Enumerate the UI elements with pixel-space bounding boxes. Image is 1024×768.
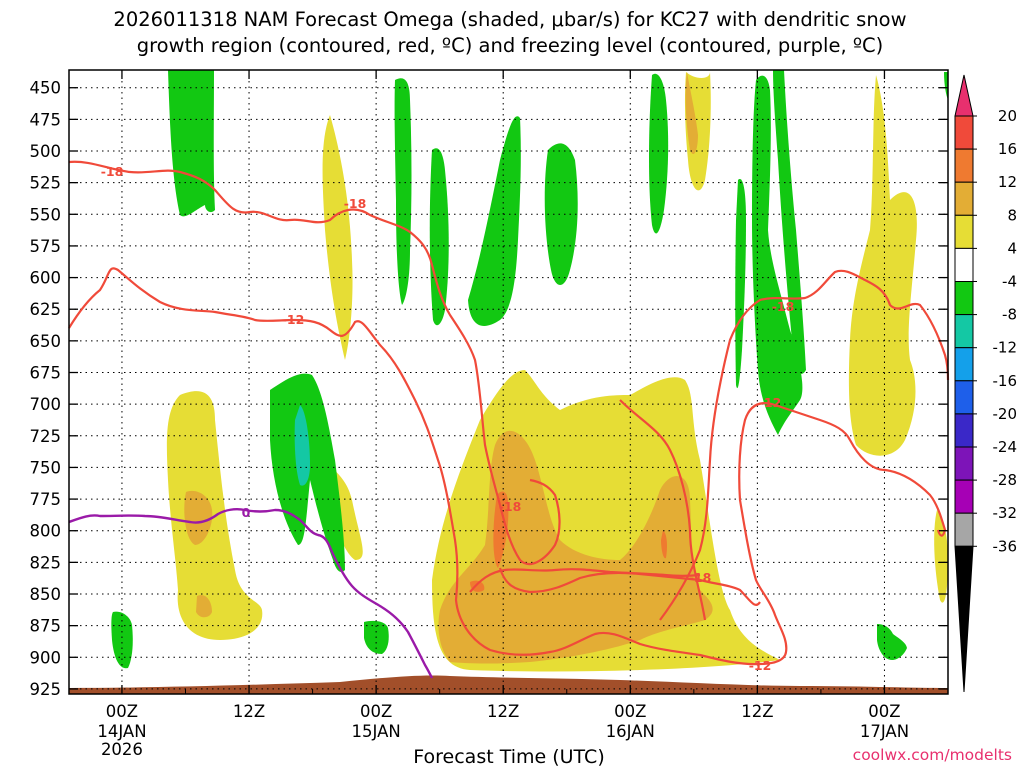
y-tick-label: 900 (30, 648, 62, 667)
y-tick-label: 475 (30, 110, 62, 129)
contour-label-minus18: -18 (344, 196, 367, 211)
colorbar-label: 16 (998, 140, 1017, 158)
terrain-shading (69, 675, 948, 694)
y-tick-label: 775 (30, 490, 62, 509)
colorbar-label: -24 (993, 438, 1018, 456)
colorbar-label: -36 (993, 537, 1018, 555)
x-tick-year: 2026 (101, 740, 143, 759)
y-tick-label: 525 (30, 174, 62, 193)
y-tick-label: 575 (30, 237, 62, 256)
y-tick-label: 550 (30, 205, 62, 224)
y-tick-label: 450 (30, 79, 62, 98)
colorbar-label: 4 (1007, 239, 1017, 257)
colorbar-label: -8 (1002, 306, 1017, 324)
y-tick-label: 500 (30, 142, 62, 161)
colorbar-segment (954, 479, 974, 514)
y-tick-label: 800 (30, 522, 62, 541)
colorbar-segment (954, 181, 974, 216)
colorbar-segment (954, 380, 974, 415)
credit-text: coolwx.com/modelts (853, 746, 1012, 764)
y-axis: 450 475 500 525 550 575 600 625 650 675 700 725 750 7… (30, 79, 948, 699)
y-tick-label: 600 (30, 269, 62, 288)
colorbar-label: 8 (1007, 206, 1017, 224)
dgz-contour-minus18-f (659, 269, 950, 621)
x-tick-date: 17JAN (860, 722, 909, 741)
colorbar-segment (954, 446, 974, 481)
omega-shading-gold (184, 72, 713, 664)
dgz-contour-minus18-e (619, 399, 707, 621)
dgz-contour-minus18-a (68, 160, 502, 506)
dgz-contour-minus18-d (498, 567, 761, 606)
contour-label-minus12: -12 (749, 658, 772, 673)
colorbar-label: 20 (998, 107, 1017, 125)
colorbar-segment (954, 347, 974, 382)
y-tick-label: 700 (30, 395, 62, 414)
colorbar-segment (954, 281, 974, 316)
y-tick-label: 675 (30, 364, 62, 383)
colorbar-segment (954, 247, 974, 282)
contour-label-freezing-0: 0 (242, 505, 251, 520)
contour-labels: -18 -18 -12 -18 -18 -18 -12 -12 0 (101, 164, 795, 673)
colorbar-label: -28 (993, 471, 1018, 489)
x-tick-label: 00Z (868, 702, 900, 721)
colorbar-label: -32 (993, 504, 1018, 522)
x-tick-label: 12Z (233, 702, 265, 721)
omega-shading-teal (294, 405, 310, 486)
colorbar-bottom-arrow (954, 545, 974, 693)
dgz-contour-minus18-b (498, 478, 561, 566)
colorbar-segment (954, 214, 974, 249)
colorbar-segment (954, 115, 974, 150)
colorbar-segment (954, 413, 974, 448)
x-tick-date: 14JAN (97, 722, 146, 741)
contour-label-minus12: -12 (759, 395, 782, 410)
colorbar-label: -16 (993, 372, 1018, 390)
colorbar-label: 12 (998, 173, 1017, 191)
colorbar-segment (954, 512, 974, 547)
y-tick-label: 825 (30, 553, 62, 572)
x-tick-label: 12Z (487, 702, 519, 721)
y-tick-label: 925 (30, 680, 62, 699)
y-tick-label: 850 (30, 585, 62, 604)
x-tick-label: 12Z (741, 702, 773, 721)
x-tick-label: 00Z (360, 702, 392, 721)
chart-title-line-2: growth region (contoured, red, ºC) and f… (137, 34, 884, 57)
colorbar-label: -12 (993, 339, 1018, 357)
chart-title-line-1: 2026011318 NAM Forecast Omega (shaded, μ… (113, 8, 906, 31)
grid-lines (69, 70, 948, 694)
colorbar-label: -4 (1002, 273, 1017, 291)
colorbar-top-arrow (954, 74, 974, 117)
contour-label-minus18: -18 (499, 499, 522, 514)
dgz-contours (68, 160, 950, 666)
colorbar: 20 16 12 8 4 -4 -8 -12 -16 -20 -24 -28 -32 -36 (954, 74, 1018, 693)
y-tick-label: 625 (30, 300, 62, 319)
plot-area: -18 -18 -12 -18 -18 -18 -12 -12 0 (68, 69, 950, 695)
y-tick-label: 725 (30, 427, 62, 446)
plot-frame (68, 69, 949, 695)
y-tick-label: 650 (30, 332, 62, 351)
contour-label-minus18: -18 (101, 164, 124, 179)
y-tick-label: 750 (30, 458, 62, 477)
colorbar-label: -20 (993, 405, 1018, 423)
x-tick-date: 16JAN (606, 722, 655, 741)
x-tick-label: 00Z (614, 702, 646, 721)
contour-label-minus12: -12 (282, 312, 305, 327)
contour-label-minus18: -18 (689, 570, 712, 585)
freezing-level-contour (68, 508, 434, 679)
colorbar-segment (954, 314, 974, 349)
contour-label-minus18: -18 (772, 299, 795, 314)
y-tick-label: 875 (30, 617, 62, 636)
x-axis-label: Forecast Time (UTC) (413, 746, 604, 768)
dgz-contour-minus12-a (68, 267, 947, 666)
x-tick-date: 15JAN (352, 722, 401, 741)
x-tick-label: 00Z (106, 702, 138, 721)
colorbar-segment (954, 148, 974, 183)
